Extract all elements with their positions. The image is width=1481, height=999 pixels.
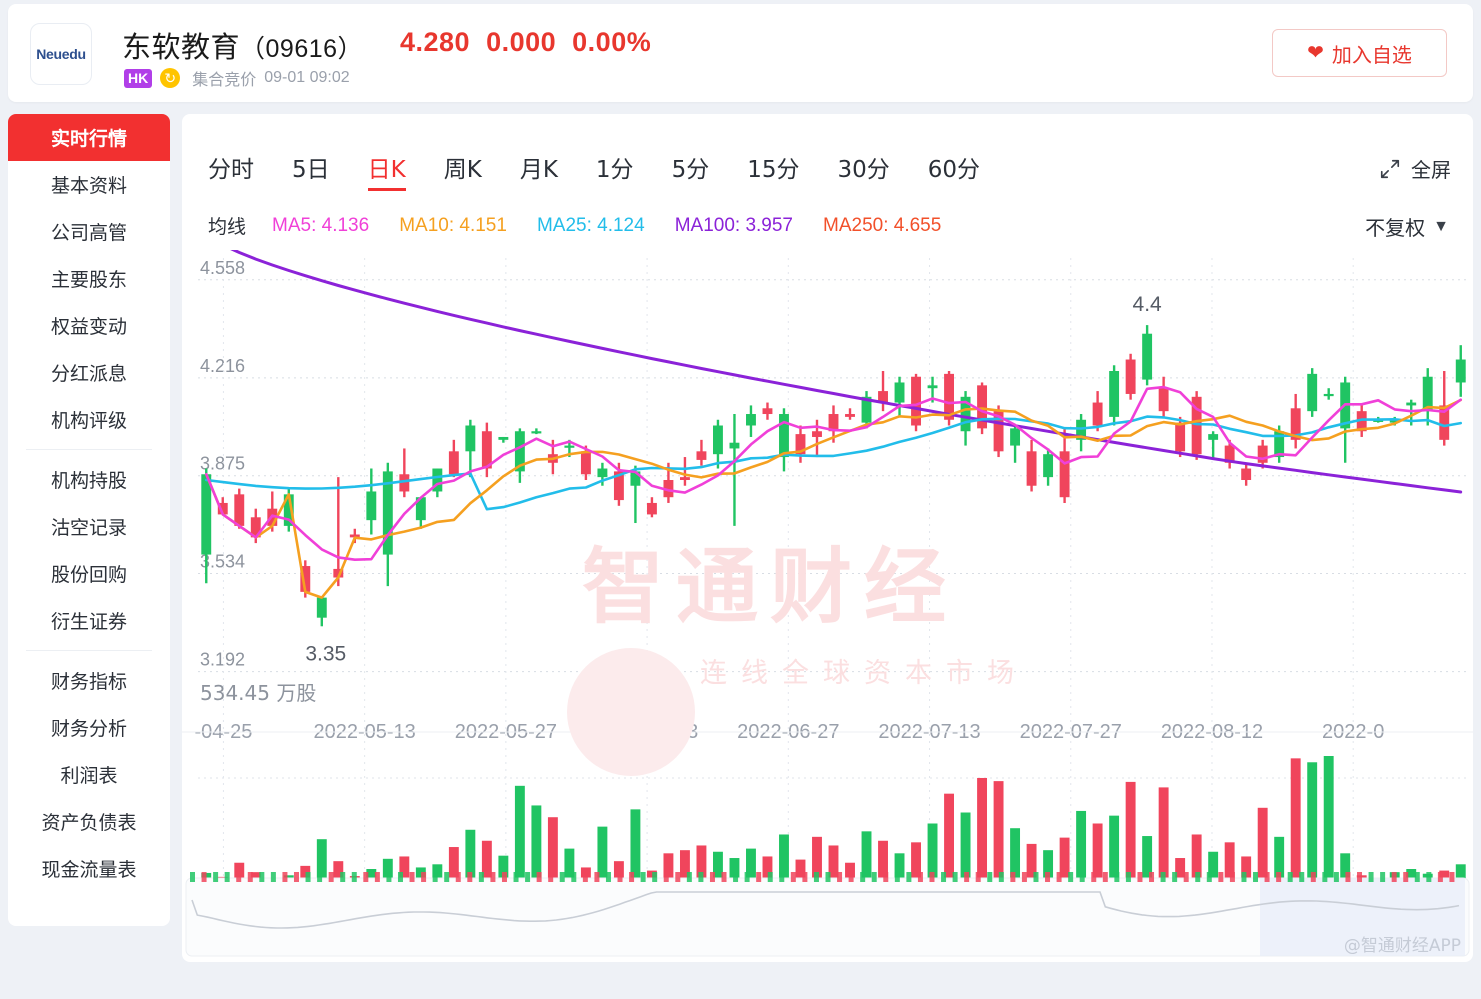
fullscreen-button[interactable]: 全屏 [1379, 154, 1451, 183]
price-axis-tick: 3.534 [200, 552, 245, 572]
price-change-percent: 0.00% [572, 27, 652, 57]
period-tab[interactable]: 月K [520, 150, 558, 191]
period-tab[interactable]: 1分 [596, 150, 634, 191]
price-axis-tick: 4.216 [200, 356, 245, 376]
period-tab[interactable]: 60分 [928, 150, 980, 191]
price-axis-tick: 3.875 [200, 454, 245, 474]
moving-average-legend: 均线 MA5: 4.136 MA10: 4.151 MA25: 4.124 MA100… [208, 212, 971, 239]
low-price-annotation: 3.35 [305, 642, 346, 665]
heart-icon: ❤ [1307, 42, 1324, 64]
sidebar-item[interactable]: 资产负债表 [8, 798, 170, 845]
price-change: 0.000 [486, 27, 557, 57]
period-tab[interactable]: 30分 [837, 150, 889, 191]
page-title: 东软教育（09616） [122, 24, 363, 66]
sidebar-item[interactable]: 财务分析 [8, 704, 170, 751]
period-tab[interactable]: 周K [444, 150, 482, 191]
ma-legend-item: MA100: 3.957 [674, 214, 793, 236]
chevron-down-icon: ▼ [1433, 217, 1449, 235]
sidebar-item[interactable]: 机构评级 [8, 396, 170, 443]
sidebar-item-label: 权益变动 [50, 316, 127, 338]
sidebar-item[interactable]: 股份回购 [8, 550, 170, 597]
refresh-icon[interactable]: ↻ [160, 68, 181, 88]
last-price: 4.280 [400, 27, 471, 57]
sidebar-item-label: 股份回购 [50, 564, 127, 586]
period-tab-label: 30分 [837, 157, 890, 183]
period-tab[interactable]: 日K [367, 150, 406, 191]
sidebar-item[interactable]: 沽空记录 [8, 503, 170, 550]
sidebar-divider [26, 449, 152, 450]
fullscreen-label: 全屏 [1411, 158, 1451, 182]
price-axis-tick: 3.192 [200, 650, 245, 670]
period-tab-label: 月K [519, 157, 558, 183]
ma-legend-title: 均线 [208, 216, 247, 238]
sidebar-item-label: 机构持股 [50, 470, 127, 492]
chart-canvas[interactable]: 智通财经 连线全球资本市场 4.558 4.216 3.875 3.534 3.192-… [182, 250, 1473, 962]
quote-timestamp: 09-01 09:02 [264, 69, 350, 86]
volume-axis-label: 534.45 万股 [200, 681, 316, 705]
sidebar-item[interactable]: 机构持股 [8, 456, 170, 503]
sidebar-item[interactable]: 衍生证券 [8, 597, 170, 644]
stock-meta: HK ↻ 集合竞价 09-01 09:02 [124, 66, 350, 90]
period-tab-label: 周K [443, 157, 482, 183]
sidebar-item-label: 利润表 [60, 765, 118, 787]
ma-legend-item: MA5: 4.136 [272, 214, 370, 236]
chart-panel: 分时 5日 日K 周K 月K 1分 5分 15分 30分 60分 全屏 均线 MA5: 4.136… [182, 114, 1473, 962]
sidebar-item[interactable]: 基本资料 [8, 161, 170, 208]
stock-header: Neuedu 东软教育（09616） 4.280 0.000 0.00% HK ↻ … [8, 4, 1473, 102]
period-tab[interactable]: 分时 [208, 150, 254, 191]
sidebar-item-label: 基本资料 [50, 175, 127, 197]
sidebar-item[interactable]: 分红派息 [8, 349, 170, 396]
ma-legend-item: MA250: 4.655 [823, 214, 942, 236]
period-tab-label: 15分 [747, 157, 800, 183]
sidebar-divider [26, 650, 152, 651]
sidebar-item-label: 财务分析 [50, 718, 127, 740]
market-badge-hk: HK [124, 68, 153, 88]
sidebar-item-label: 财务指标 [50, 671, 127, 693]
period-tab-label: 5分 [671, 157, 710, 183]
sidebar-item-label: 实时行情 [50, 128, 127, 150]
ma-legend-item: MA10: 4.151 [399, 214, 507, 236]
adjustment-label: 不复权 [1365, 216, 1426, 240]
price-summary: 4.280 0.000 0.00% [400, 27, 667, 58]
sidebar-item[interactable]: 实时行情 [8, 114, 170, 161]
ma-legend-item: MA25: 4.124 [536, 214, 645, 236]
company-logo: Neuedu [30, 23, 92, 85]
trading-status: 集合竞价 [192, 70, 257, 89]
period-tab-label: 5日 [292, 157, 330, 183]
price-axis-tick: 4.558 [200, 258, 245, 278]
period-tab-label: 日K [367, 157, 406, 183]
sidebar-item[interactable]: 财务指标 [8, 657, 170, 704]
expand-icon [1380, 159, 1400, 178]
logo-text: Neuedu [36, 46, 86, 62]
period-tab[interactable]: 15分 [747, 150, 799, 191]
sidebar: 实时行情基本资料公司高管主要股东权益变动分红派息机构评级机构持股沽空记录股份回购… [8, 114, 170, 926]
sidebar-item[interactable]: 利润表 [8, 751, 170, 798]
sidebar-item-label: 机构评级 [50, 410, 127, 432]
high-price-annotation: 4.4 [1133, 293, 1163, 316]
sidebar-item[interactable]: 现金流量表 [8, 845, 170, 892]
sidebar-item-label: 主要股东 [50, 269, 127, 291]
sidebar-item-label: 资产负债表 [41, 812, 137, 834]
adjustment-dropdown[interactable]: 不复权 ▼ [1365, 212, 1449, 241]
period-tabs: 分时 5日 日K 周K 月K 1分 5分 15分 30分 60分 [208, 150, 1018, 191]
sidebar-item[interactable]: 公司高管 [8, 208, 170, 255]
sidebar-item[interactable]: 权益变动 [8, 302, 170, 349]
sidebar-item[interactable]: 主要股东 [8, 255, 170, 302]
sidebar-item-label: 沽空记录 [50, 517, 127, 539]
period-tab[interactable]: 5日 [292, 150, 330, 191]
add-to-watchlist-label: 加入自选 [1331, 42, 1412, 67]
period-tab-label: 60分 [927, 157, 981, 183]
stock-name-text: 东软教育 [122, 30, 241, 64]
stock-code-text: （09616） [240, 35, 364, 63]
sidebar-item-label: 衍生证券 [50, 611, 127, 633]
sidebar-item-label: 分红派息 [50, 363, 127, 385]
sidebar-item-label: 公司高管 [50, 222, 127, 244]
period-tab-label: 1分 [595, 157, 634, 183]
period-tab-label: 分时 [208, 157, 254, 183]
period-tab[interactable]: 5分 [672, 150, 710, 191]
sidebar-item-label: 现金流量表 [41, 859, 137, 881]
add-to-watchlist-button[interactable]: ❤ 加入自选 [1272, 29, 1447, 77]
